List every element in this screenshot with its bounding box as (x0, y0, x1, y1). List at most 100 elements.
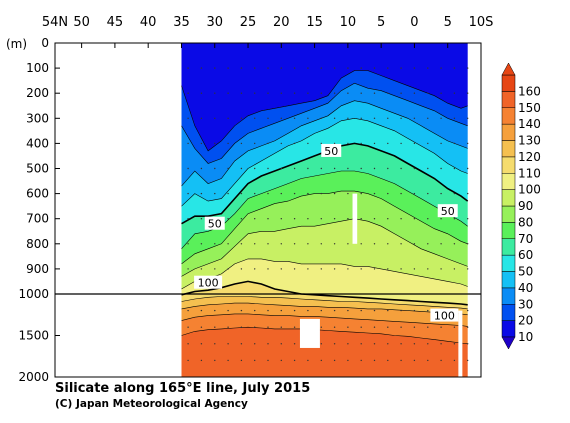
sample-point (467, 142, 469, 145)
sample-point (387, 142, 389, 145)
sample-point (413, 192, 416, 195)
sample-point (467, 243, 469, 245)
sample-point (400, 243, 402, 245)
colorbar-label: 150 (518, 101, 541, 115)
chart-credit: (C) Japan Meteorological Agency (55, 398, 248, 410)
sample-point (413, 218, 416, 220)
sample-point (187, 67, 189, 69)
contour-label: 50 (208, 218, 222, 231)
sample-point (400, 67, 402, 69)
sample-point (214, 309, 216, 312)
sample-point (387, 309, 389, 312)
sample-point (280, 167, 282, 170)
x-axis: 54N 50 45 40 35 30 25 20 15 10 5 0 5 10S (42, 15, 494, 48)
sample-point (240, 326, 243, 328)
x-tick-label: 35 (173, 15, 190, 30)
contour-line-30 (181, 100, 468, 187)
y-tick-label: 1000 (18, 287, 49, 301)
sample-point (320, 117, 322, 120)
x-tick-label: 10S (469, 15, 494, 30)
sample-point (360, 309, 362, 312)
color-bands (181, 43, 468, 377)
colorbar-label: 30 (518, 297, 533, 311)
y-tick-label: 400 (26, 136, 49, 150)
colorbar-label: 80 (518, 215, 533, 229)
sample-point (427, 117, 429, 120)
sample-point (200, 326, 203, 328)
sample-point (413, 326, 416, 328)
colorbar-label: 60 (518, 248, 533, 262)
sample-point (280, 343, 282, 345)
sample-point (467, 218, 469, 220)
sample-point (440, 192, 442, 195)
sample-point (400, 309, 402, 312)
sample-point (333, 92, 336, 94)
sample-point (440, 343, 442, 345)
sample-point (293, 117, 296, 120)
sample-point (240, 309, 243, 312)
sample-point (280, 67, 282, 69)
sample-point (387, 192, 389, 195)
sample-point (373, 92, 376, 94)
sample-point (467, 117, 469, 120)
sample-point (200, 92, 203, 94)
colorbar-swatch (501, 304, 516, 321)
sample-point (240, 167, 243, 170)
sample-point (240, 192, 243, 195)
color-band-12 (181, 296, 468, 315)
sample-point (214, 359, 216, 362)
sample-point (360, 243, 362, 245)
sample-point (240, 343, 243, 345)
sample-point (373, 326, 376, 328)
y-tick-label: 0 (41, 36, 49, 50)
y-tick-label: 800 (26, 237, 49, 251)
sample-point (280, 117, 282, 120)
colorbar-label: 100 (518, 183, 541, 197)
sample-point (200, 309, 203, 312)
sample-point (427, 192, 429, 195)
color-band-1 (181, 43, 468, 151)
sample-point (187, 167, 189, 170)
sample-point (400, 92, 402, 94)
x-tick-label: 0 (410, 15, 418, 30)
sample-point (280, 359, 282, 362)
sample-point (214, 117, 216, 120)
sample-point (400, 167, 402, 170)
sample-point (267, 359, 269, 362)
sample-point (254, 359, 256, 362)
masked-region (458, 310, 463, 377)
sample-point (387, 243, 389, 245)
sample-point (440, 359, 442, 362)
y-tick-label: 1500 (18, 329, 49, 343)
colorbar-swatch (501, 320, 516, 338)
colorbar-swatch (501, 205, 516, 223)
sample-point (214, 268, 216, 270)
sample-point (347, 92, 349, 94)
sample-point (320, 142, 322, 145)
sample-point (240, 67, 243, 69)
sample-point (240, 117, 243, 120)
sample-point (467, 92, 469, 94)
color-band-3 (181, 83, 468, 187)
contour-label-bg (204, 216, 225, 230)
sample-point (453, 326, 456, 328)
color-band-10 (181, 258, 468, 305)
sample-point (373, 67, 376, 69)
sample-point (200, 67, 203, 69)
sample-point (187, 142, 189, 145)
colorbar-label: 40 (518, 281, 533, 295)
sample-point (280, 309, 282, 312)
sample-point (413, 343, 416, 345)
sample-point (267, 92, 269, 94)
sample-point (293, 343, 296, 345)
sample-point (187, 268, 189, 270)
x-tick-label: 30 (206, 15, 223, 30)
sample-point (427, 309, 429, 312)
color-band-7 (181, 171, 468, 264)
sample-point (280, 192, 282, 195)
sample-point (267, 142, 269, 145)
sample-point (360, 268, 362, 270)
sample-point (360, 218, 362, 220)
sample-point (254, 142, 256, 145)
